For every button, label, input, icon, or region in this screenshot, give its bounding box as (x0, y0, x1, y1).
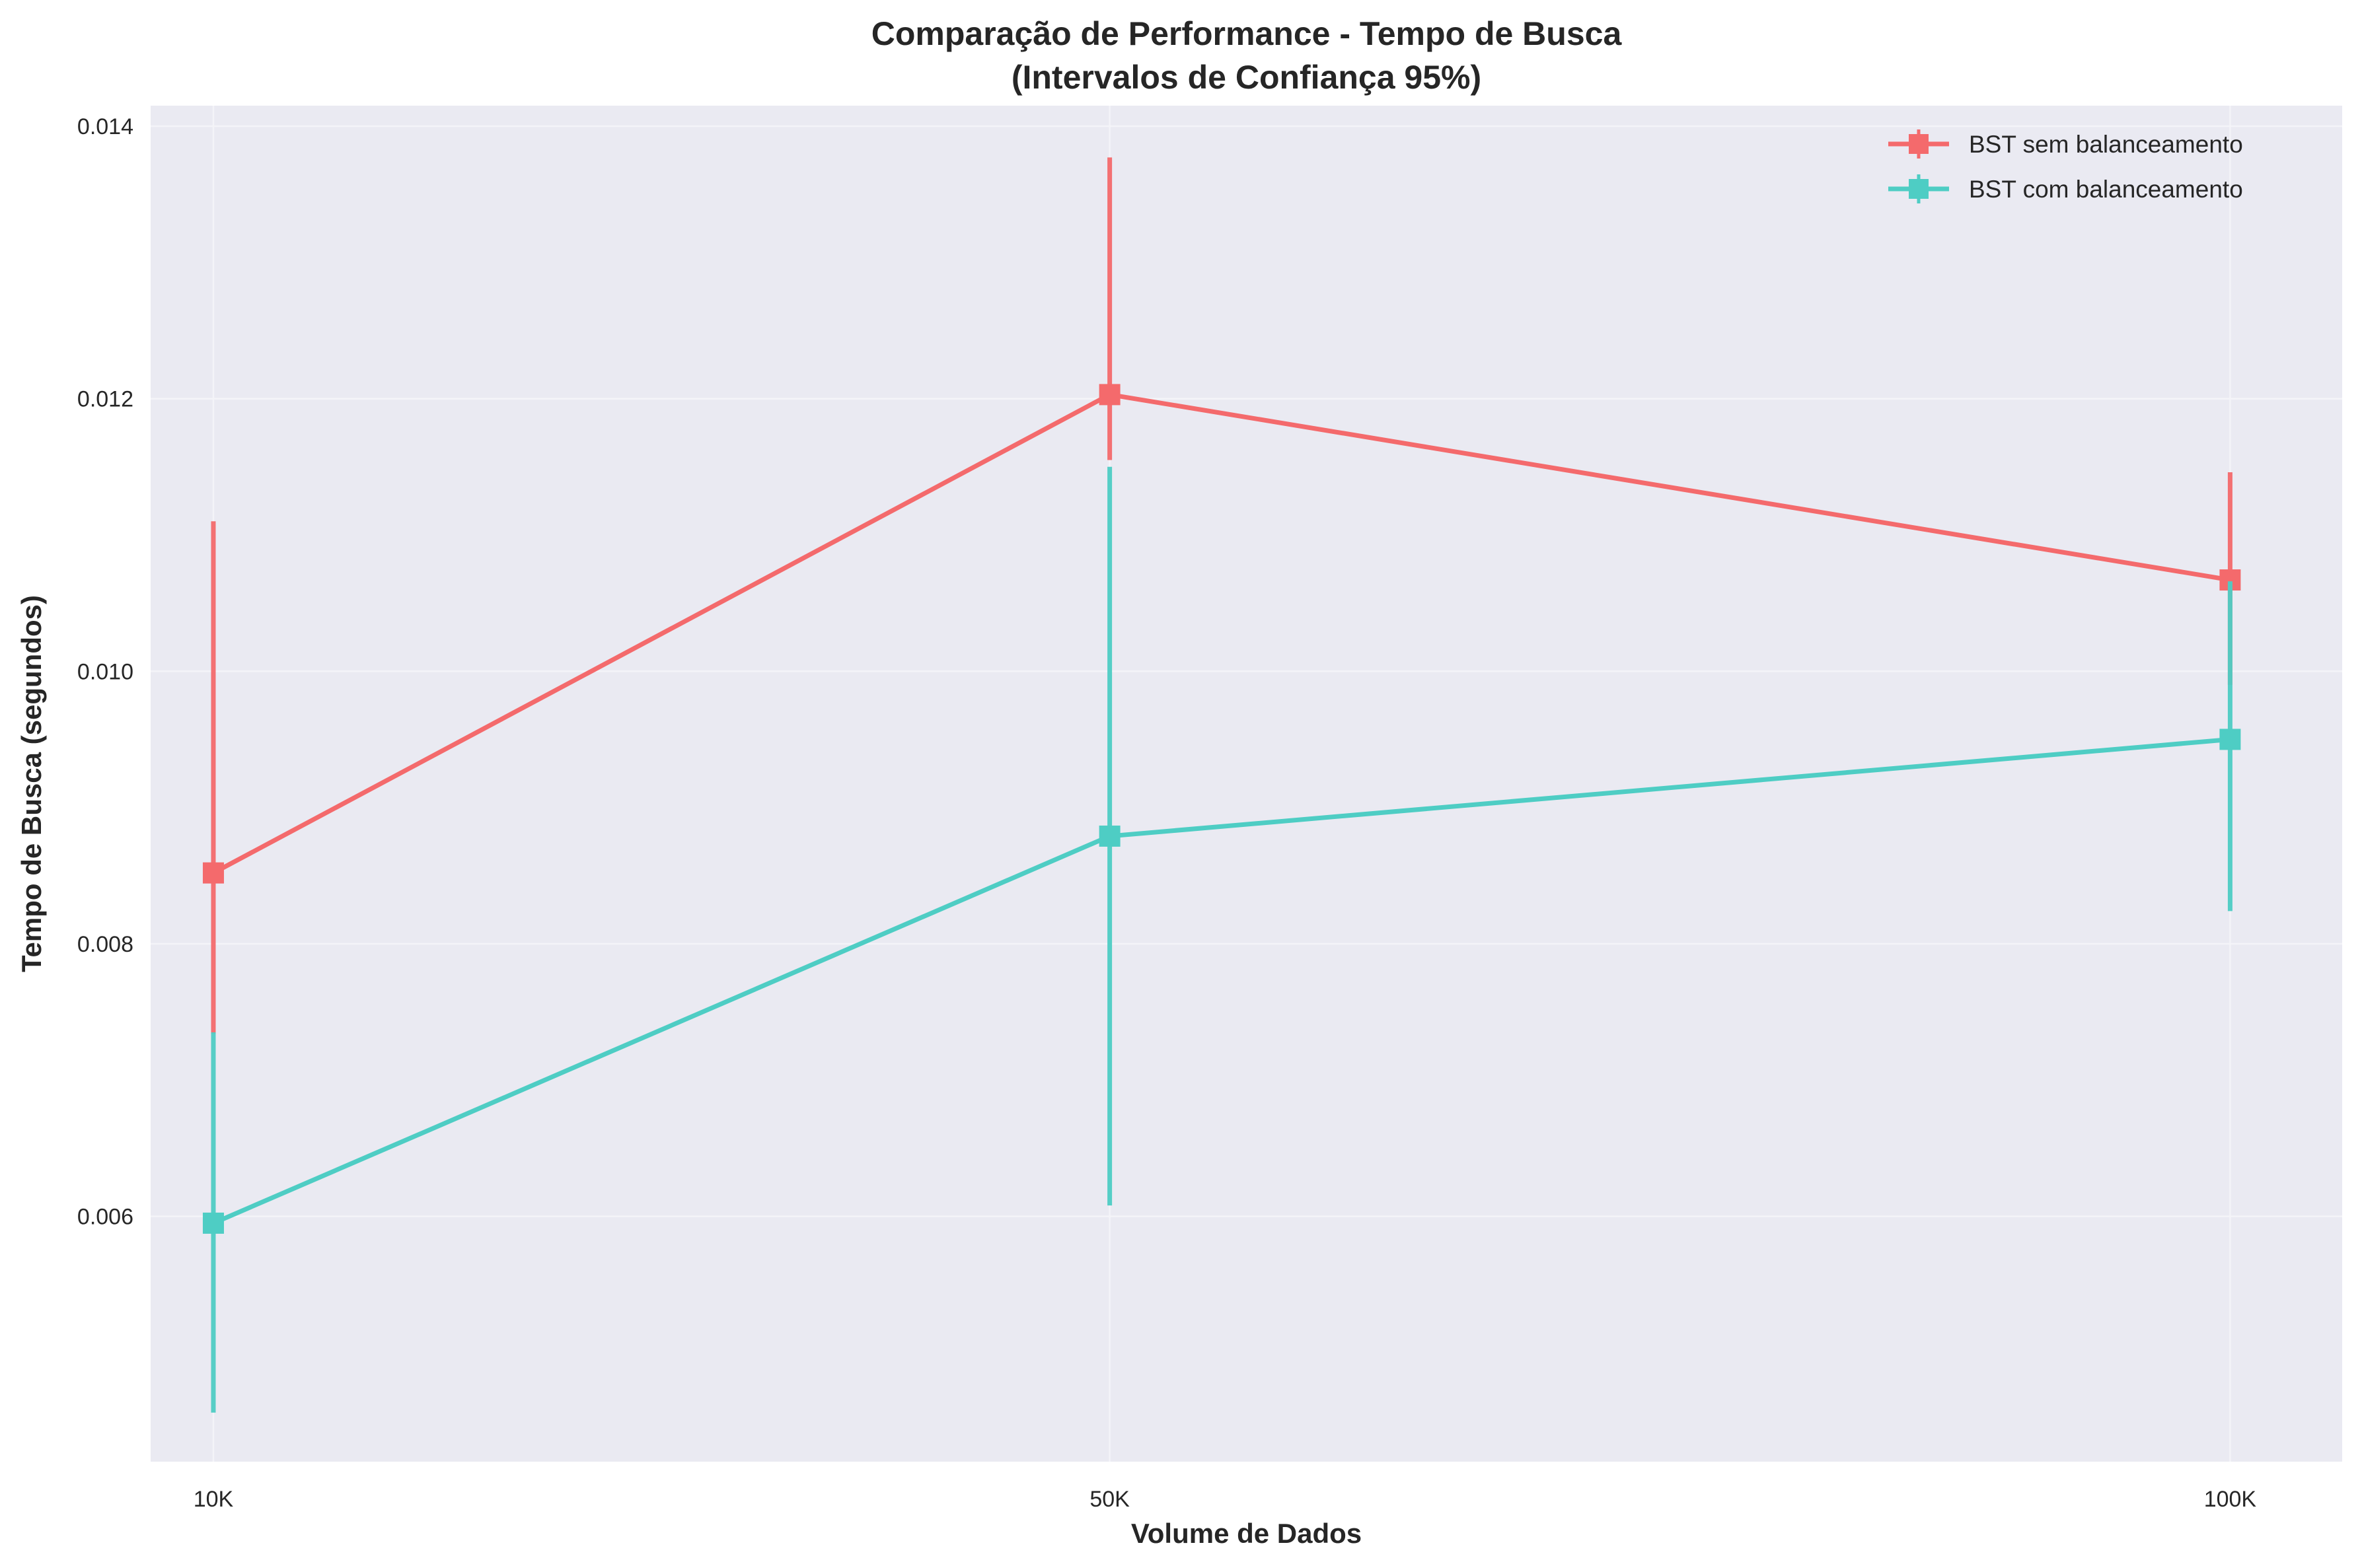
chart-title: Comparação de Performance - Tempo de Bus… (871, 15, 1623, 52)
y-tick-label: 0.008 (77, 932, 133, 957)
legend-item: BST com balanceamento (1888, 174, 2243, 203)
y-tick-label: 0.010 (77, 659, 133, 684)
y-tick-label: 0.006 (77, 1205, 133, 1230)
x-axis-label: Volume de Dados (1131, 1518, 1362, 1549)
chart-subtitle: (Intervalos de Confiança 95%) (1012, 59, 1481, 96)
x-tick-label: 10K (194, 1487, 234, 1512)
legend: BST sem balanceamento BST com balanceamen… (1888, 129, 2243, 203)
legend-marker (1909, 179, 1929, 199)
series-2 (202, 466, 2241, 1413)
plot-area (151, 106, 2342, 1462)
data-point (1099, 384, 1121, 406)
x-tick-label: 50K (1089, 1487, 1130, 1512)
y-axis-ticks: 0.006 0.008 0.010 0.012 0.014 (77, 114, 133, 1230)
legend-marker (1909, 134, 1929, 154)
legend-item: BST sem balanceamento (1888, 129, 2243, 159)
y-tick-label: 0.012 (77, 387, 133, 412)
x-axis-ticks: 10K 50K 100K (194, 1487, 2257, 1512)
data-point (202, 1212, 224, 1234)
y-axis-label: Tempo de Busca (segundos) (16, 595, 47, 972)
y-tick-label: 0.014 (77, 114, 133, 139)
data-point (2219, 729, 2241, 750)
legend-label: BST sem balanceamento (1969, 131, 2243, 158)
x-tick-label: 100K (2204, 1487, 2257, 1512)
series-layer (202, 157, 2241, 1413)
data-point (1099, 825, 1121, 847)
data-point (202, 862, 224, 884)
legend-label: BST com balanceamento (1969, 176, 2243, 203)
